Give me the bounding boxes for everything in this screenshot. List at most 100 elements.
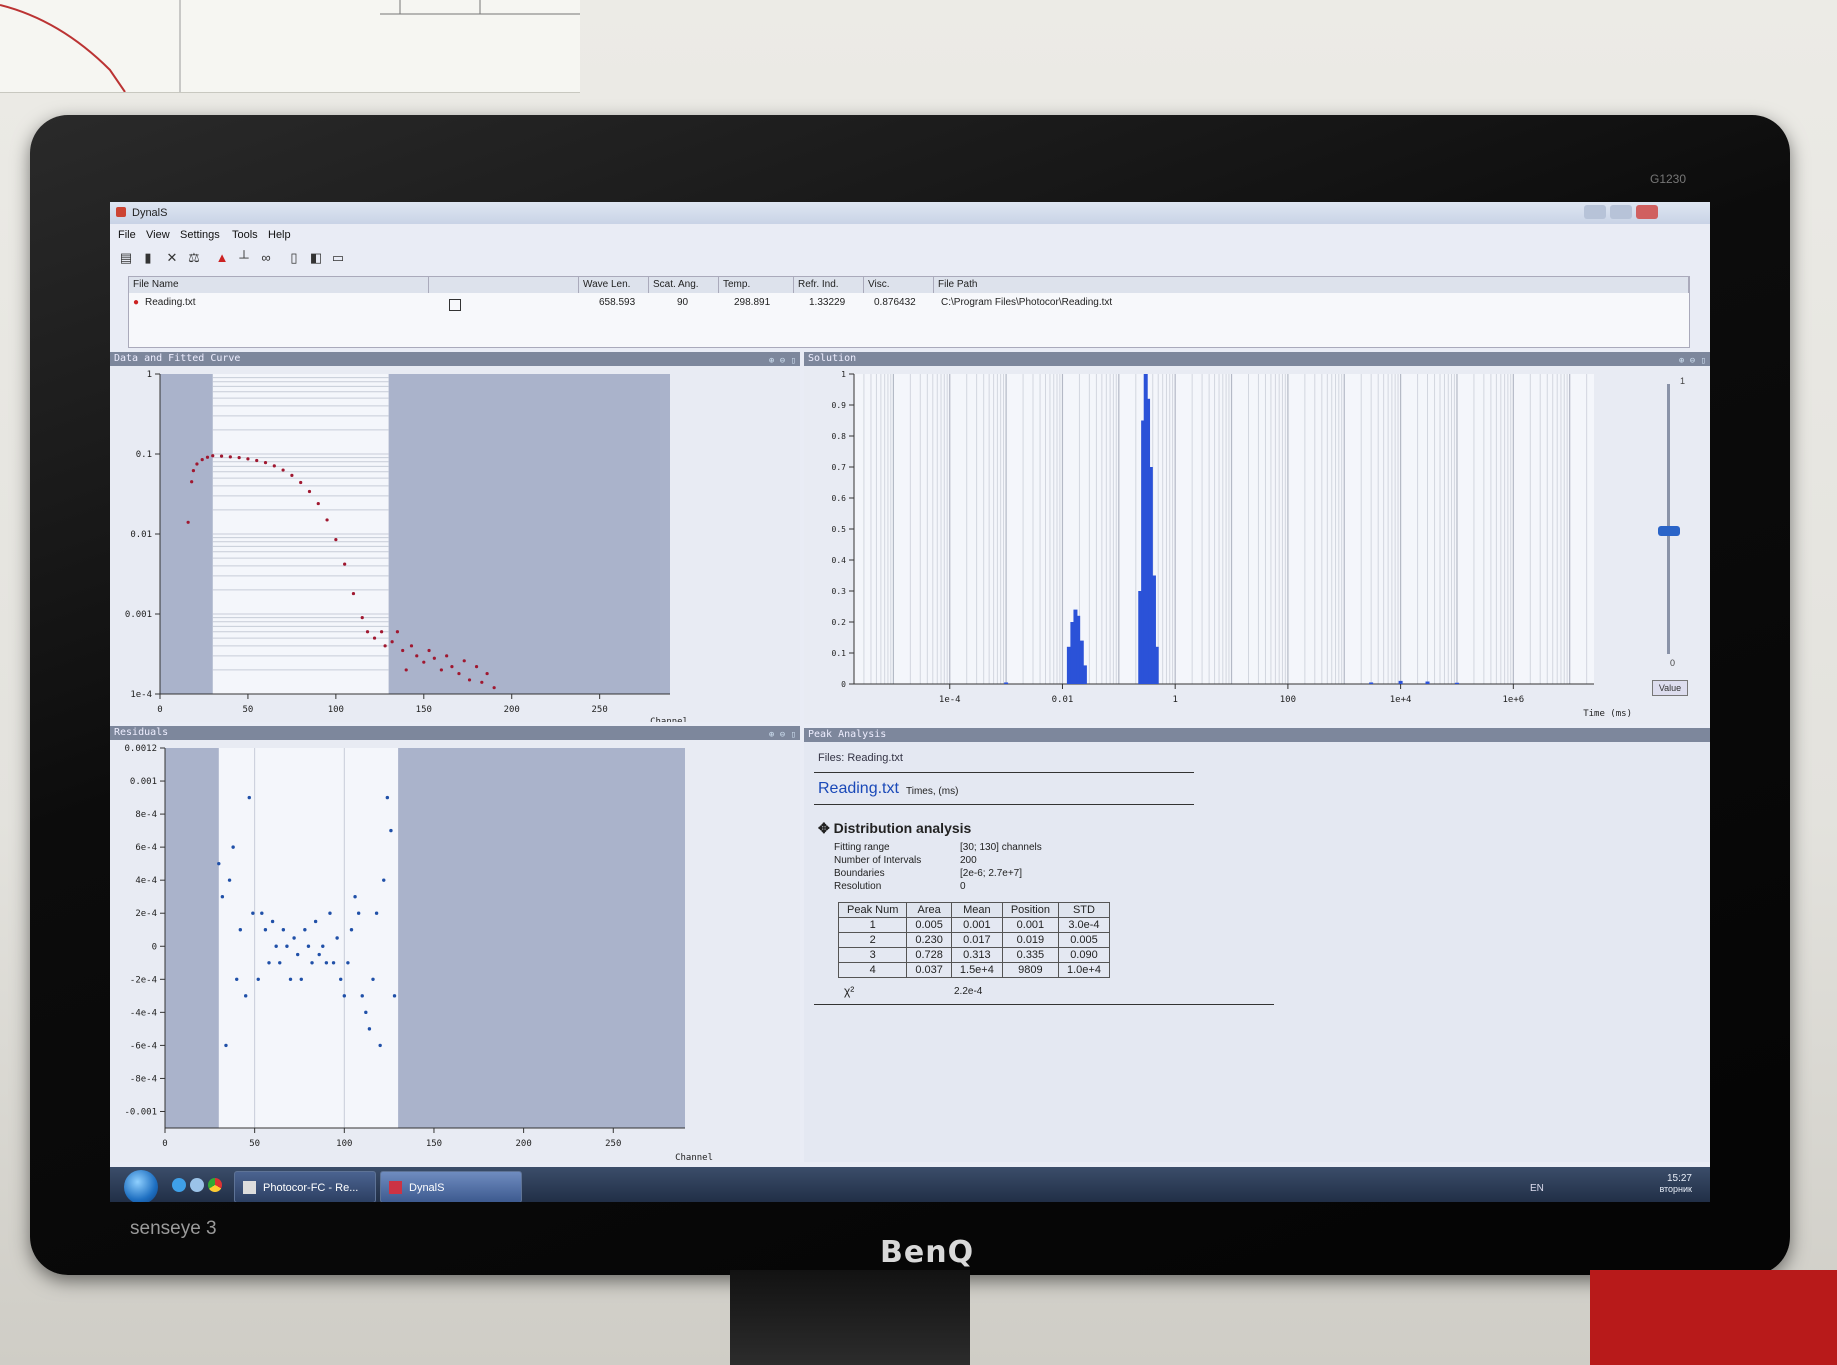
table-row: 1 0.005 0.001 0.001 3.0e-4 [837,917,1110,933]
taskbar-item-dynals[interactable]: DynalS [380,1171,522,1202]
divider [814,772,1194,773]
close-button[interactable] [1636,205,1658,219]
data-point [462,659,466,663]
solution-bar [1138,591,1143,684]
solution-bar [1066,646,1071,684]
col-wave-len[interactable]: Wave Len. [579,277,649,293]
solution-panel-title: Solution ⊕ ⊖ ▯ [804,352,1710,366]
menu-file[interactable]: File [118,229,136,241]
solution-bar [1143,374,1148,684]
x-tick-label: 200 [515,1139,531,1149]
data-point [191,469,196,473]
chrome-icon[interactable] [208,1178,222,1192]
print-icon[interactable]: ▭ [331,250,345,265]
residual-point [321,944,325,948]
plot-area [854,374,1594,684]
residual-point [235,977,239,982]
param-value-resolution: 0 [960,881,966,892]
file-row-path: C:\Program Files\Photocor\Reading.txt [941,297,1113,308]
data-point [246,457,250,461]
file-row-wave-len: 658.593 [599,297,636,308]
col-visc[interactable]: Visc. [864,277,934,293]
panel-zoom-icon[interactable]: ⊕ ⊖ ▯ [768,356,796,366]
chi-square-value: 2.2e-4 [954,986,983,997]
x-tick-label: 0.01 [1052,695,1074,705]
histogram-icon[interactable]: ▲ [215,250,229,265]
residual-point [263,928,268,932]
col-file-name[interactable]: File Name [129,277,429,293]
solution-bar [1398,680,1403,684]
ie-icon[interactable] [172,1178,186,1192]
panel-zoom-icon[interactable]: ⊕ ⊖ ▯ [1678,356,1706,366]
cell: 0.037 [906,962,952,978]
residual-point [295,952,300,957]
data-point [316,501,320,506]
cell: 1.5e+4 [950,962,1003,978]
col-refr-ind[interactable]: Refr. Ind. [794,277,864,293]
toolbar: ▤ ▮ ✕ ⚖ ▲ ┴ ∞ ▯ ◧ ▭ [110,246,1710,272]
monitor-stand [730,1270,970,1365]
col-file-path[interactable]: File Path [934,277,1689,293]
menu-view[interactable]: View [146,229,170,241]
header-std: STD [1057,902,1110,918]
residual-point [335,936,339,940]
menu-help[interactable]: Help [268,229,291,241]
start-button[interactable] [124,1170,158,1202]
taskbar: Photocor-FC - Re... DynalS EN 15:27 втор… [110,1167,1710,1202]
taskbar-item-photocor[interactable]: Photocor-FC - Re... [234,1171,376,1202]
result-file-title: Reading.txt [818,780,899,797]
panel-zoom-icon[interactable]: ⊕ ⊖ ▯ [768,730,796,740]
residual-point [278,961,282,965]
col-temp[interactable]: Temp. [719,277,794,293]
residual-point [382,878,386,882]
language-indicator[interactable]: EN [1530,1183,1544,1194]
senseye-logo: senseye 3 [130,1218,217,1239]
minimize-button[interactable] [1584,205,1606,219]
delete-icon[interactable]: ▮ [144,250,152,265]
data-point [290,473,294,478]
menu-tools[interactable]: Tools [232,229,258,241]
times-unit: Times, (ms) [906,786,959,797]
explorer-icon[interactable] [190,1178,204,1192]
residual-point [346,961,350,965]
peak-table-header: Peak Num Area Mean Position STD [837,902,1110,918]
cell: 1 [837,917,908,933]
y-tick-label: -2e-4 [130,975,157,985]
residual-point [267,961,271,965]
file-row-checkbox[interactable] [449,299,461,311]
clock-time: 15:27 [1666,1173,1692,1184]
taskbar-item-label: DynalS [409,1182,445,1194]
slider-thumb[interactable] [1658,526,1680,536]
col-scat-ang[interactable]: Scat. Ang. [649,277,719,293]
value-slider[interactable]: 1 0 Value [1650,376,1690,706]
param-label-resolution: Resolution [834,881,882,892]
x-tick-label: 1e+6 [1502,695,1524,705]
y-tick-label: 0.9 [832,401,847,410]
tools-icon[interactable]: ✕ [166,250,178,265]
file-row-name[interactable]: Reading.txt [145,297,196,308]
document-icon[interactable]: ▯ [290,250,298,265]
data-point [190,480,194,484]
menu-settings[interactable]: Settings [180,229,220,241]
data-point [200,458,204,462]
data-point [299,480,303,485]
clock[interactable]: 15:27 вторник [1659,1173,1692,1194]
expand-icon[interactable]: ✥ [818,820,834,836]
file-row-visc: 0.876432 [874,297,916,308]
residuals-chart: 0 50 100 150 200 250 0.0012 0.001 8e-4 6e-4 4e-4 2e… [124,744,713,1162]
maximize-button[interactable] [1610,205,1632,219]
cell: 3 [837,947,908,963]
preview-icon[interactable]: ◧ [309,250,323,265]
open-icon[interactable]: ▤ [119,250,133,265]
menu-bar: File View Settings Tools Help [110,226,1710,244]
bar-chart-icon[interactable]: ┴ [239,250,249,265]
data-point [343,562,347,566]
x-tick-label: 250 [592,705,608,715]
window-title: DynalS [132,207,168,219]
file-row-icon: ● [133,297,140,308]
data-point [281,468,285,472]
link-icon[interactable]: ∞ [261,250,271,265]
value-button[interactable]: Value [1652,680,1688,696]
scale-icon[interactable]: ⚖ [188,250,200,265]
solution-bar [1425,681,1430,684]
